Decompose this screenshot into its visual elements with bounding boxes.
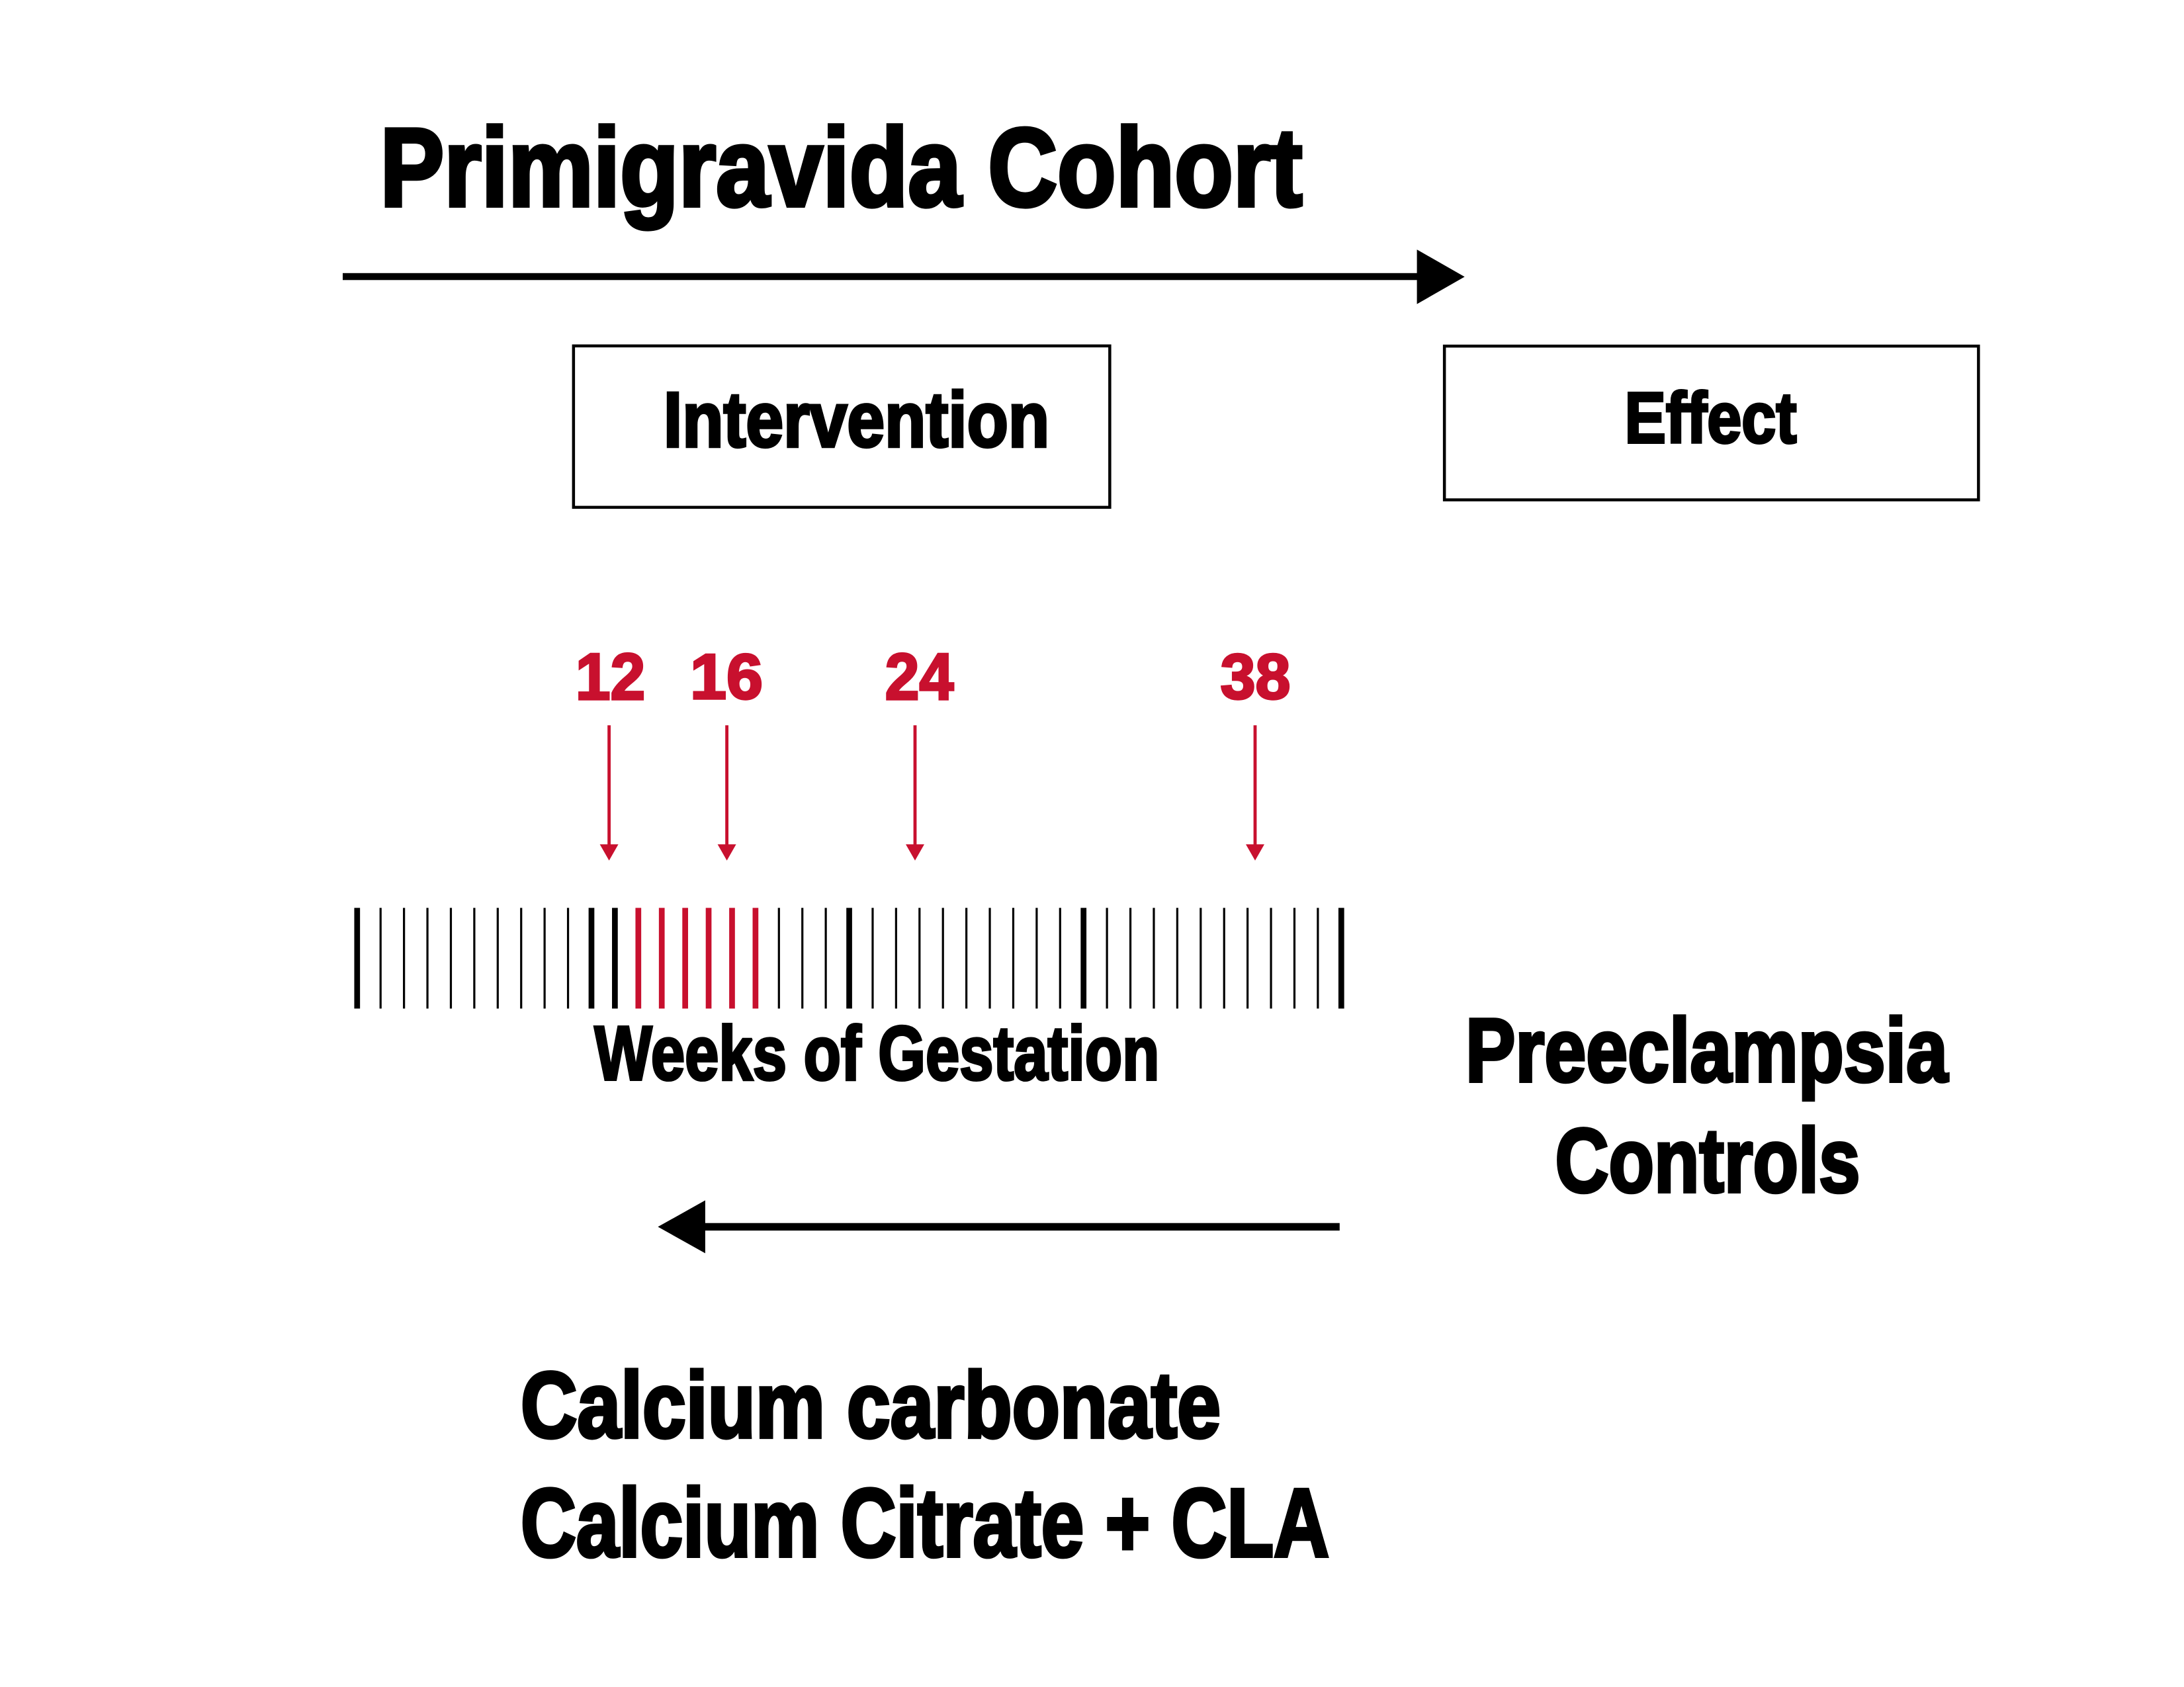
svg-text:Primigravida Cohort: Primigravida Cohort xyxy=(380,105,1303,230)
svg-text:Intervention: Intervention xyxy=(664,376,1049,464)
svg-text:Weeks of Gestation: Weeks of Gestation xyxy=(595,1010,1160,1096)
svg-text:Calcium carbonate: Calcium carbonate xyxy=(521,1353,1221,1457)
svg-text:38: 38 xyxy=(1221,642,1291,713)
svg-text:16: 16 xyxy=(690,642,763,713)
svg-text:Effect: Effect xyxy=(1625,378,1797,458)
svg-text:12: 12 xyxy=(576,640,646,714)
svg-text:Calcium Citrate + CLA: Calcium Citrate + CLA xyxy=(521,1469,1329,1577)
svg-text:Preeclampsia: Preeclampsia xyxy=(1465,1000,1948,1101)
svg-text:Controls: Controls xyxy=(1555,1111,1860,1212)
svg-text:24: 24 xyxy=(885,640,954,714)
